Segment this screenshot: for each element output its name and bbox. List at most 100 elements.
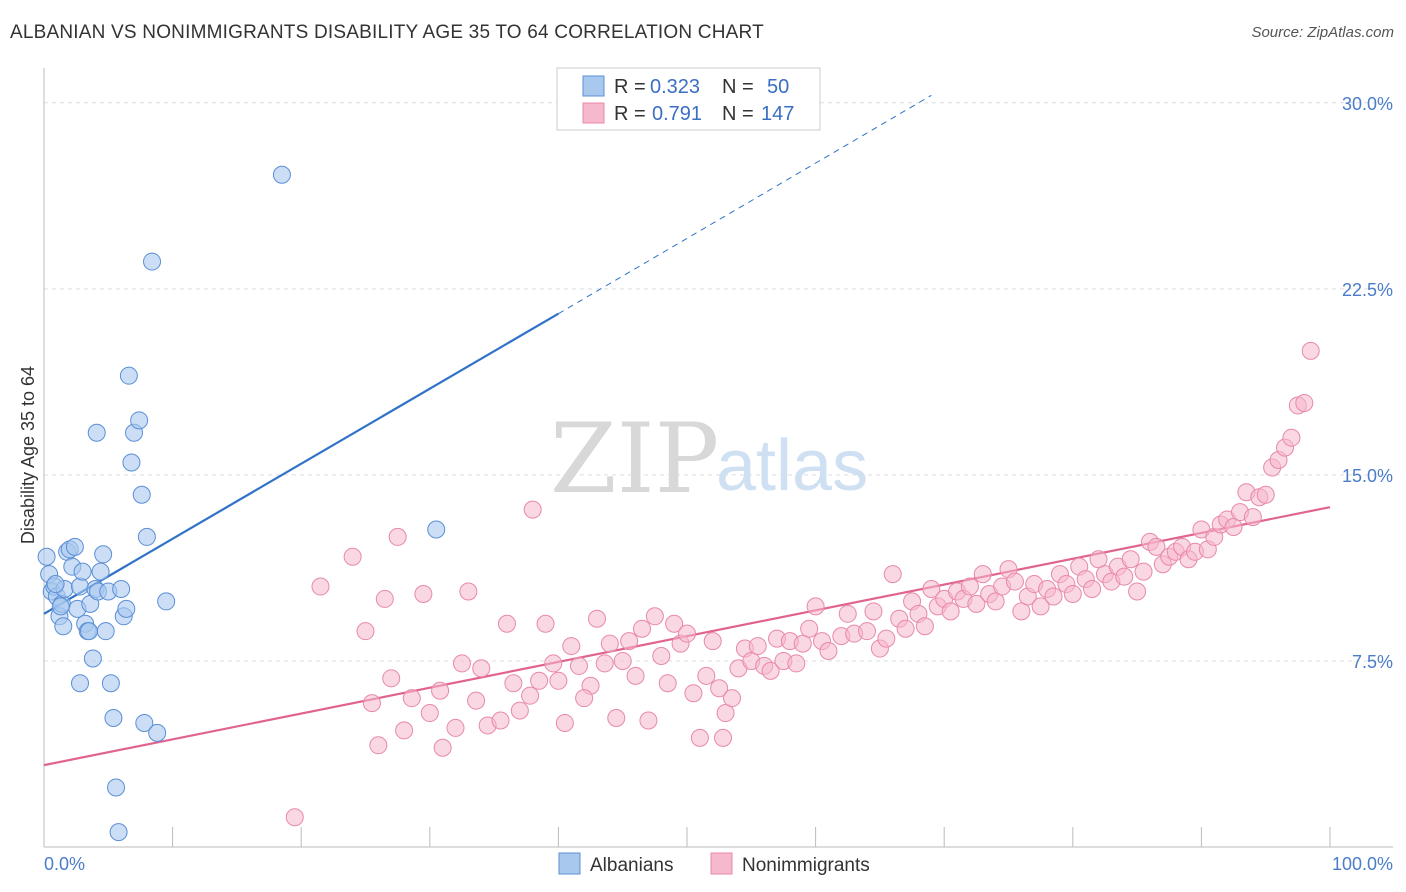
point-nonimmigrants [915,617,934,636]
point-nonimmigrants [723,689,742,708]
point-nonimmigrants [658,674,677,693]
point-nonimmigrants [714,728,733,747]
point-nonimmigrants [1256,485,1275,504]
point-nonimmigrants [510,701,529,720]
point-albanians [109,823,128,842]
point-nonimmigrants [1134,562,1153,581]
point-nonimmigrants [414,584,433,603]
legend-r-value-albanians: 0.323 [650,76,700,98]
point-nonimmigrants [595,654,614,673]
point-albanians [135,713,154,732]
point-nonimmigrants [697,666,716,685]
bottom-legend-swatch-albanians [558,852,581,875]
point-albanians [143,252,162,271]
point-albanians [94,545,113,564]
point-nonimmigrants [356,622,375,641]
point-albanians [87,423,106,442]
point-albanians [65,537,84,556]
point-albanians [117,599,136,618]
y-tick-label: 22.5% [1342,280,1393,300]
point-nonimmigrants [523,500,542,519]
point-albanians [122,453,141,472]
point-nonimmigrants [1031,597,1050,616]
point-nonimmigrants [793,634,812,653]
point-nonimmigrants [639,711,658,730]
point-nonimmigrants [761,661,780,680]
point-nonimmigrants [497,614,516,633]
point-nonimmigrants [311,577,330,596]
legend-n-label-nonimmigrants: N = [722,103,754,125]
point-albanians [427,520,446,539]
bottom-legend-label-albanians: Albanians [590,855,673,876]
point-nonimmigrants [544,654,563,673]
point-nonimmigrants [536,614,555,633]
bottom-legend-swatch-nonimmigrants [710,852,733,875]
point-nonimmigrants [960,577,979,596]
point-nonimmigrants [452,654,471,673]
legend-r-label-nonimmigrants: R = [614,103,646,125]
point-albanians [96,622,115,641]
point-nonimmigrants [710,679,729,698]
point-albanians [112,580,131,599]
grid-lines [44,102,1393,662]
point-nonimmigrants [549,671,568,690]
point-nonimmigrants [575,689,594,708]
point-nonimmigrants [433,738,452,757]
point-nonimmigrants [1295,393,1314,412]
point-nonimmigrants [521,686,540,705]
point-nonimmigrants [1243,508,1262,527]
legend: R = 0.323 N = 50 R = 0.791 N = 147 [556,67,821,131]
point-nonimmigrants [375,589,394,608]
y-tick-labels: 7.5% 15.0% 22.5% 30.0% [1342,94,1393,672]
point-nonimmigrants [587,609,606,628]
point-albanians [132,485,151,504]
point-albanians [37,547,56,566]
point-albanians [54,617,73,636]
point-nonimmigrants [491,711,510,730]
point-nonimmigrants [446,718,465,737]
point-nonimmigrants [973,565,992,584]
axes [43,68,1393,848]
point-nonimmigrants [690,728,709,747]
point-nonimmigrants [504,674,523,693]
point-nonimmigrants [838,604,857,623]
legend-n-value-albanians: 50 [767,76,789,98]
point-nonimmigrants [665,614,684,633]
point-nonimmigrants [877,629,896,648]
point-albanians [83,649,102,668]
point-nonimmigrants [1282,428,1301,447]
point-nonimmigrants [1089,550,1108,569]
y-axis-label: Disability Age 35 to 64 [18,366,38,544]
point-nonimmigrants [883,565,902,584]
point-nonimmigrants [652,646,671,665]
y-tick-label: 7.5% [1352,652,1393,672]
point-albanians [130,411,149,430]
point-nonimmigrants [1012,602,1031,621]
point-nonimmigrants [716,704,735,723]
point-albanians [157,592,176,611]
point-nonimmigrants [1063,584,1082,603]
point-nonimmigrants [569,656,588,675]
point-nonimmigrants [806,597,825,616]
point-albanians [46,575,65,594]
point-nonimmigrants [620,632,639,651]
point-nonimmigrants [1044,587,1063,606]
point-nonimmigrants [986,592,1005,611]
legend-swatch-nonimmigrants [582,102,605,124]
point-nonimmigrants [678,624,696,643]
point-nonimmigrants [864,602,883,621]
chart-title: ALBANIAN VS NONIMMIGRANTS DISABILITY AGE… [10,22,764,43]
point-albanians [107,778,126,797]
point-nonimmigrants [1147,537,1166,556]
point-nonimmigrants [607,709,626,728]
point-nonimmigrants [922,580,941,599]
source-label: Source: ZipAtlas.com [1251,24,1394,41]
point-nonimmigrants [1301,341,1320,360]
point-nonimmigrants [388,527,407,546]
point-albanians [91,562,110,581]
y-tick-label: 15.0% [1342,466,1393,486]
point-nonimmigrants [420,704,439,723]
watermark-atlas: atlas [716,426,868,506]
point-nonimmigrants [362,694,381,713]
